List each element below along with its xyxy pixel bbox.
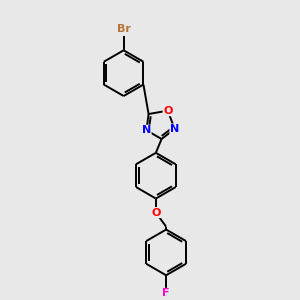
Text: N: N bbox=[170, 124, 179, 134]
Text: Br: Br bbox=[117, 24, 130, 34]
Text: O: O bbox=[151, 208, 160, 218]
Text: O: O bbox=[163, 106, 172, 116]
Text: N: N bbox=[142, 125, 151, 135]
Text: F: F bbox=[162, 288, 170, 298]
